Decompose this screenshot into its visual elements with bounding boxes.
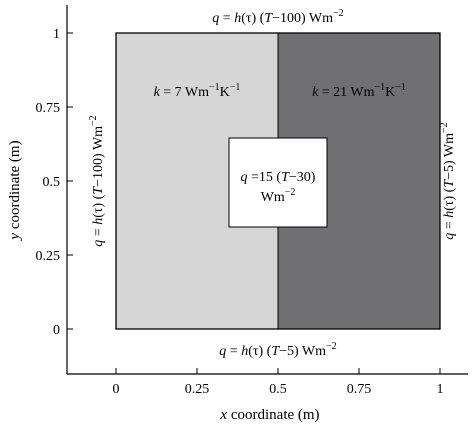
x-tick-label: 0.5 — [269, 382, 287, 397]
y-tick-label: 0.25 — [36, 249, 61, 264]
x-tick-label: 0 — [113, 382, 120, 397]
y-axis-label: y coordinate (m) — [7, 140, 23, 241]
x-tick-label: 1 — [437, 382, 444, 397]
center-label-line1: q =15 (T−30) — [241, 170, 316, 185]
y-tick-label: 0.5 — [43, 175, 61, 190]
y-tick-label: 0.75 — [36, 101, 61, 116]
region-right-label: k = 21 Wm−1K−1 — [312, 82, 406, 100]
x-axis-label: x coordinate (m) — [219, 407, 319, 423]
bc-right-label: q = h(τ) (T−5) Wm−2 — [439, 122, 457, 239]
region-left-label: k = 7 Wm−1K−1 — [154, 82, 241, 100]
center-source-box — [228, 137, 328, 228]
center-label-line2: Wm−2 — [261, 187, 296, 205]
x-tick-label: 0.75 — [347, 382, 372, 397]
y-tick-label: 1 — [53, 27, 60, 42]
bc-left-label: q = h(τ) (T−100) Wm−2 — [88, 115, 106, 246]
y-tick-label: 0 — [53, 323, 60, 338]
x-ticks — [115, 368, 441, 374]
y-ticks — [67, 32, 73, 330]
x-tick-label: 0.25 — [185, 382, 210, 397]
bc-bottom-label: q = h(τ) (T−5) Wm−2 — [219, 341, 336, 359]
bc-top-label: q = h(τ) (T−100) Wm−2 — [212, 8, 343, 26]
